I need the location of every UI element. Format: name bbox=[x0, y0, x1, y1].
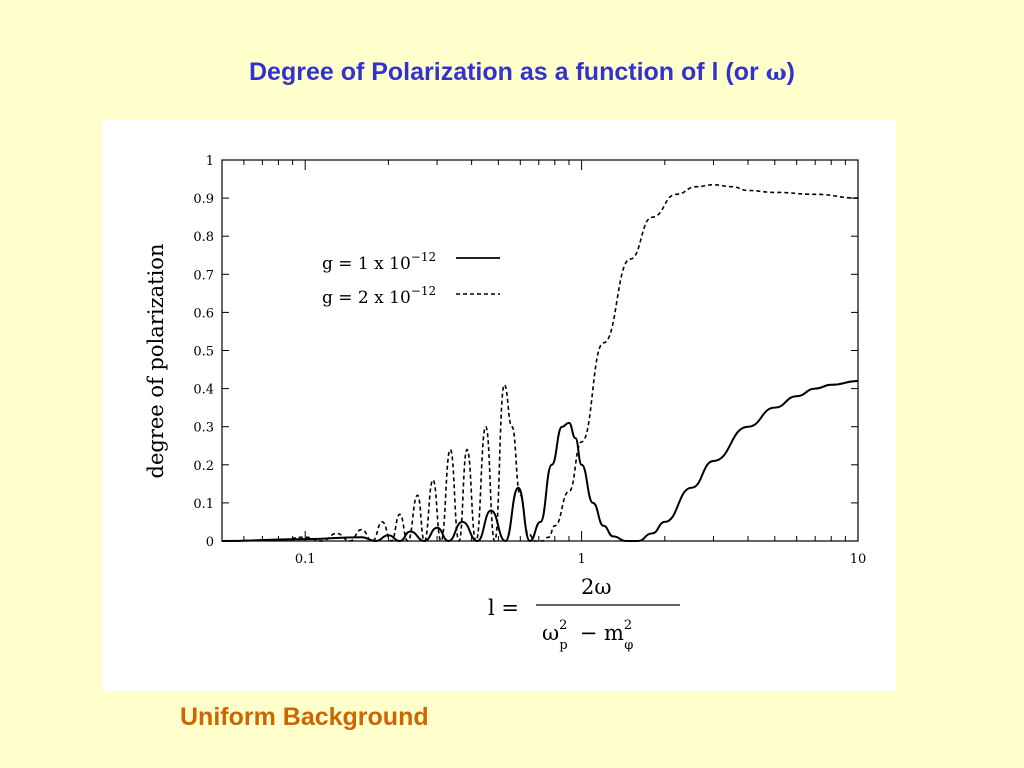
y-tick-label: 0.1 bbox=[193, 497, 214, 512]
formula-denominator: ω2 p− m2 φ bbox=[542, 618, 633, 653]
series-line-1 bbox=[221, 380, 859, 543]
y-tick-label: 1 bbox=[206, 154, 214, 169]
figure-panel: 0 0.1 0.2 0.3 0.4 0.5 0.6 0.7 0.8 0.9 1 0.1 1 10 degr… bbox=[102, 120, 896, 691]
y-tick-label: 0.7 bbox=[193, 268, 214, 283]
legend-label-2: g = 2 x 10 bbox=[322, 288, 411, 308]
formula-m-sup: 2 bbox=[624, 618, 632, 633]
y-tick-label: 0 bbox=[206, 535, 214, 550]
legend-entry-1: g = 1 x 10−12 bbox=[322, 250, 500, 274]
tick-labels: 0 0.1 0.2 0.3 0.4 0.5 0.6 0.7 0.8 0.9 1 0.1 1 10 bbox=[193, 154, 866, 567]
svg-text:g = 1 x 10−12: g = 1 x 10−12 bbox=[322, 250, 436, 274]
title-close: ) bbox=[786, 58, 795, 86]
formula-minus-m: − m bbox=[580, 621, 624, 645]
y-tick-label: 0.8 bbox=[193, 230, 214, 245]
y-tick-label: 0.2 bbox=[193, 459, 214, 474]
x-tick-label: 1 bbox=[577, 552, 585, 567]
x-tick-label: 10 bbox=[850, 552, 867, 567]
formula-numerator: 2ω bbox=[581, 575, 612, 599]
legend-entry-2: g = 2 x 10−12 bbox=[322, 284, 500, 308]
omega-symbol: ω bbox=[765, 60, 787, 86]
formula-m-sub: φ bbox=[624, 638, 633, 653]
polarization-chart: 0 0.1 0.2 0.3 0.4 0.5 0.6 0.7 0.8 0.9 1 0.1 1 10 degr… bbox=[144, 154, 866, 653]
title-text: Degree of Polarization as a function of … bbox=[248, 58, 766, 86]
formula-omega: ω bbox=[542, 621, 559, 645]
slide-title: Degree of Polarization as a function of … bbox=[0, 58, 1024, 87]
series-line-2 bbox=[221, 183, 859, 542]
legend-exp-1: −12 bbox=[411, 250, 436, 264]
x-tick-label: 0.1 bbox=[295, 552, 316, 567]
caption: Uniform Background bbox=[180, 703, 429, 731]
plot-frame bbox=[221, 159, 859, 542]
legend: g = 1 x 10−12 g = 2 x 10−12 bbox=[322, 250, 500, 308]
legend-label-1: g = 1 x 10 bbox=[322, 254, 411, 274]
formula-omega-sub: p bbox=[559, 638, 567, 653]
y-tick-label: 0.6 bbox=[193, 306, 214, 321]
svg-text:g = 2 x 10−12: g = 2 x 10−12 bbox=[322, 284, 436, 308]
legend-exp-2: −12 bbox=[411, 284, 436, 298]
y-axis-label: degree of polarization bbox=[144, 244, 168, 479]
y-tick-label: 0.4 bbox=[193, 383, 214, 398]
y-tick-label: 0.5 bbox=[193, 345, 214, 360]
tick-marks bbox=[221, 159, 858, 542]
y-tick-label: 0.3 bbox=[193, 421, 214, 436]
formula-omega-sup: 2 bbox=[559, 618, 567, 633]
formula: l = 2ω ω2 p− m2 φ bbox=[488, 575, 680, 653]
formula-lhs: l = bbox=[488, 596, 519, 620]
y-tick-label: 0.9 bbox=[193, 192, 214, 207]
series-lines bbox=[221, 183, 859, 543]
